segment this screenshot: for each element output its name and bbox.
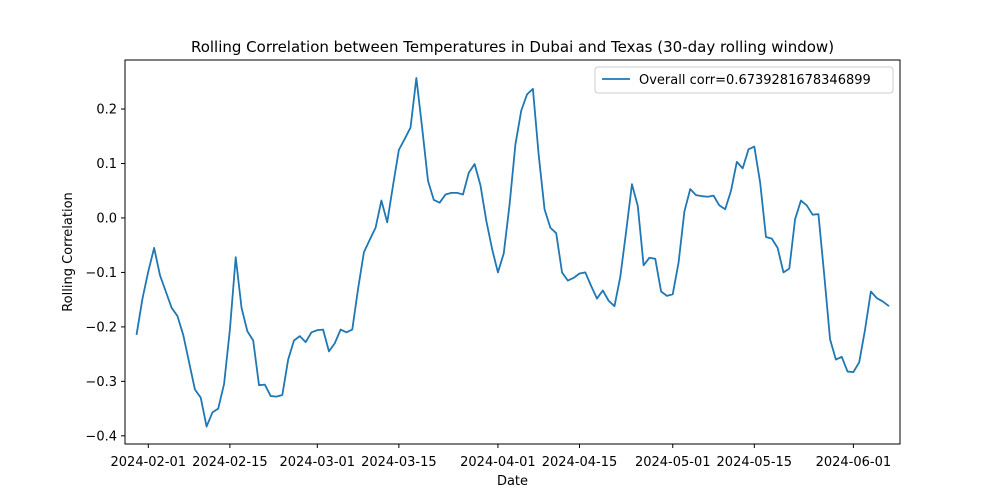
x-axis-ticks: 2024-02-01 2024-02-15 2024-03-01 2024-03-15…	[111, 444, 892, 470]
y-tick-label: −0.3	[85, 375, 117, 390]
legend-label: Overall corr=0.6739281678346899	[639, 73, 871, 88]
x-tick-label: 2024-02-01	[111, 455, 187, 470]
y-tick-label: 0.0	[96, 211, 117, 226]
y-tick-label: 0.2	[96, 103, 117, 118]
y-axis-label: Rolling Correlation	[61, 192, 76, 312]
x-tick-label: 2024-02-15	[192, 455, 268, 470]
y-tick-label: −0.1	[85, 266, 117, 281]
y-tick-label: −0.4	[85, 429, 117, 444]
plot-frame	[124, 59, 901, 445]
x-axis-label: Date	[497, 474, 528, 489]
x-tick-label: 2024-03-01	[280, 455, 356, 470]
chart-title: Rolling Correlation between Temperatures…	[191, 38, 834, 56]
y-axis-ticks: −0.4 −0.3 −0.2 −0.1 0.0 0.1 0.2	[85, 103, 125, 444]
legend-box	[594, 66, 894, 94]
x-tick-label: 2024-03-15	[361, 455, 437, 470]
y-tick-label: −0.2	[85, 320, 117, 335]
x-tick-label: 2024-04-15	[542, 455, 618, 470]
plot-background	[125, 60, 900, 444]
x-tick-label: 2024-05-15	[717, 455, 793, 470]
plot-area: 2024-02-01 2024-02-15 2024-03-01 2024-03-15…	[85, 59, 901, 470]
x-tick-label: 2024-06-01	[816, 455, 892, 470]
x-tick-label: 2024-04-01	[460, 455, 536, 470]
x-tick-label: 2024-05-01	[635, 455, 711, 470]
y-tick-label: 0.1	[96, 157, 117, 172]
series-line	[135, 77, 890, 428]
legend: Overall corr=0.6739281678346899	[594, 66, 894, 94]
